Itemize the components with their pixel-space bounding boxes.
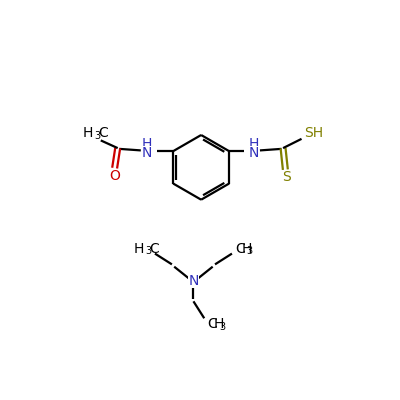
Text: S: S	[282, 170, 291, 184]
Text: H: H	[83, 126, 93, 140]
Text: 3: 3	[246, 246, 253, 256]
Text: N: N	[142, 146, 152, 160]
Text: SH: SH	[304, 126, 324, 140]
Text: H: H	[249, 137, 259, 151]
Text: C: C	[207, 318, 217, 332]
Text: H: H	[241, 242, 252, 256]
Text: C: C	[98, 126, 108, 140]
Text: 3: 3	[145, 246, 151, 256]
Text: 3: 3	[219, 322, 225, 332]
Text: N: N	[249, 146, 259, 160]
Text: H: H	[134, 242, 144, 256]
Text: 3: 3	[94, 131, 100, 141]
Text: H: H	[142, 137, 152, 151]
Text: N: N	[188, 274, 199, 288]
Text: C: C	[235, 242, 245, 256]
Text: C: C	[150, 242, 159, 256]
Text: O: O	[109, 169, 120, 183]
Text: H: H	[214, 318, 224, 332]
